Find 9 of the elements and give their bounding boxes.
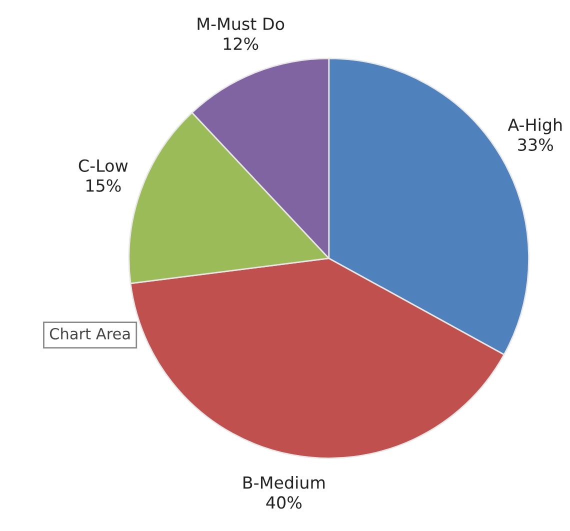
slice-label: M-Must Do <box>198 18 284 30</box>
data-label: 15% <box>86 179 121 192</box>
slice-label: B-Medium <box>244 476 325 489</box>
text: Chart Area <box>50 328 130 340</box>
slice-label: A-High <box>508 118 562 134</box>
data-label: 12% <box>224 37 258 50</box>
slice-label: C-Low <box>78 159 128 172</box>
data-label: 33% <box>518 138 553 152</box>
data-label: 40% <box>266 496 302 509</box>
